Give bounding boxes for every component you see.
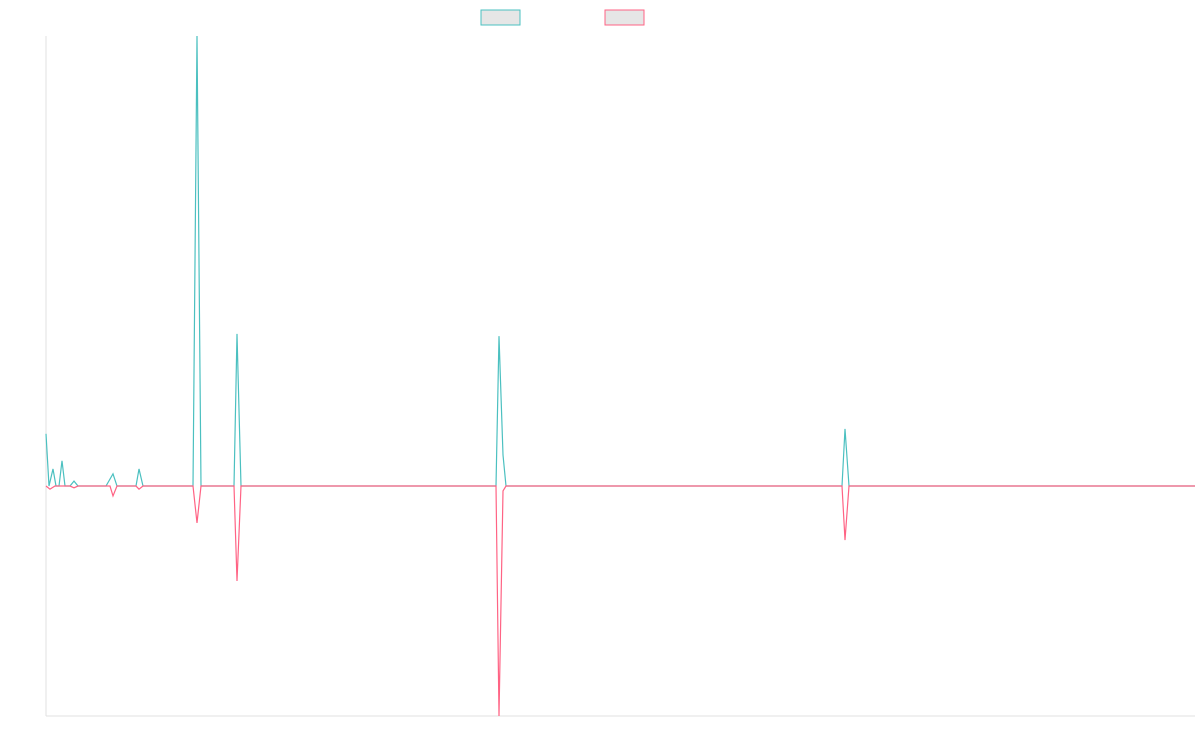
legend-swatch [604, 9, 645, 26]
legend-swatch [480, 9, 521, 26]
series-line [45, 35, 1195, 487]
series-line [45, 485, 1195, 717]
